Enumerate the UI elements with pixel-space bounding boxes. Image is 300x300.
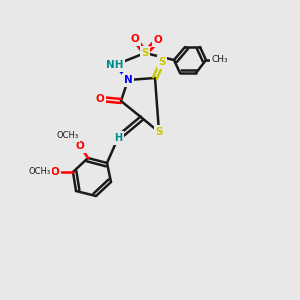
Text: CH₃: CH₃ bbox=[212, 56, 228, 64]
Text: O: O bbox=[154, 35, 162, 45]
Text: O: O bbox=[130, 34, 140, 44]
Text: O: O bbox=[76, 141, 84, 151]
Text: OCH₃: OCH₃ bbox=[57, 131, 79, 140]
Text: NH: NH bbox=[106, 60, 124, 70]
Text: S: S bbox=[158, 57, 166, 67]
Text: O: O bbox=[96, 94, 104, 104]
Text: S: S bbox=[141, 48, 149, 58]
Text: N: N bbox=[124, 75, 132, 85]
Text: H: H bbox=[114, 133, 122, 143]
Text: O: O bbox=[51, 167, 59, 177]
Text: OCH₃: OCH₃ bbox=[29, 167, 51, 176]
Text: S: S bbox=[155, 127, 163, 137]
